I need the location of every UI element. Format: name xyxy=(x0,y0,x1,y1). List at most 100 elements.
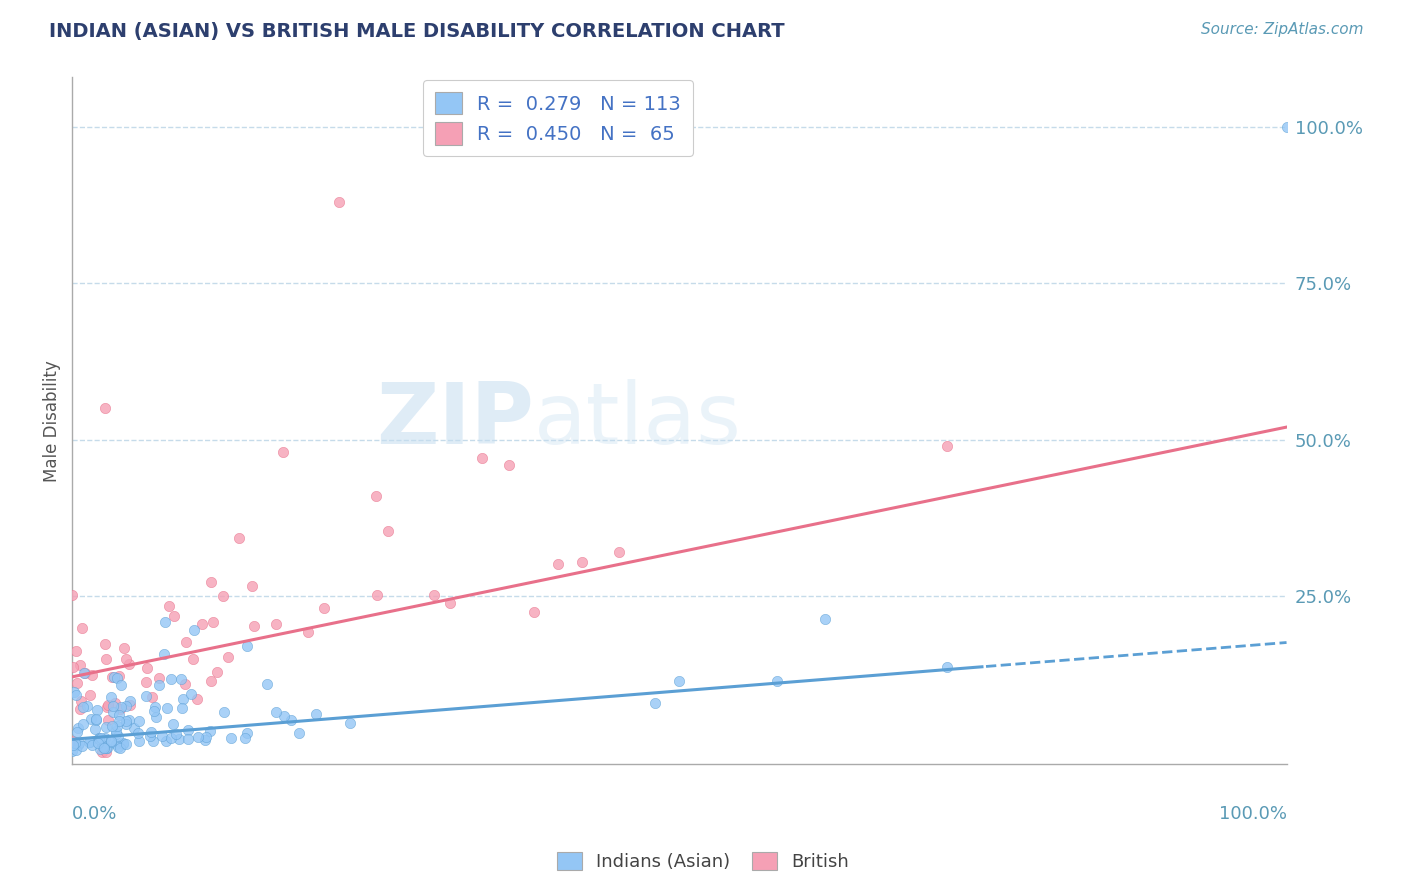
Point xyxy=(935,439,957,453)
Point xyxy=(115,699,138,714)
Point xyxy=(80,712,103,726)
Point xyxy=(142,734,165,748)
Point xyxy=(186,691,208,706)
Point xyxy=(84,713,107,727)
Point xyxy=(157,599,180,613)
Point xyxy=(115,717,138,731)
Point xyxy=(135,661,157,675)
Point xyxy=(668,673,690,688)
Text: 100.0%: 100.0% xyxy=(1219,805,1286,823)
Point xyxy=(108,669,131,683)
Point xyxy=(280,713,302,727)
Point xyxy=(73,666,96,681)
Point xyxy=(69,702,91,716)
Point xyxy=(86,703,108,717)
Point xyxy=(94,731,117,745)
Point xyxy=(100,670,122,684)
Point xyxy=(200,674,222,689)
Point xyxy=(94,637,117,651)
Point xyxy=(65,676,87,690)
Point xyxy=(145,710,167,724)
Point xyxy=(115,652,138,666)
Point xyxy=(101,705,124,719)
Point xyxy=(65,643,87,657)
Point xyxy=(139,724,162,739)
Point xyxy=(72,716,94,731)
Point xyxy=(115,737,138,751)
Point xyxy=(191,617,214,632)
Point xyxy=(96,741,118,756)
Point xyxy=(219,731,242,745)
Point xyxy=(62,660,84,674)
Point xyxy=(264,706,287,720)
Point xyxy=(101,719,124,733)
Point xyxy=(84,712,107,726)
Point xyxy=(79,688,101,702)
Point xyxy=(97,714,120,728)
Point xyxy=(139,729,162,743)
Point xyxy=(814,612,837,626)
Point xyxy=(242,619,264,633)
Point xyxy=(108,740,131,755)
Point xyxy=(339,716,361,731)
Point xyxy=(91,745,114,759)
Point xyxy=(122,721,145,735)
Point xyxy=(236,726,259,740)
Point xyxy=(108,702,131,716)
Point xyxy=(62,733,84,747)
Point xyxy=(148,677,170,691)
Point xyxy=(217,650,239,665)
Point xyxy=(100,733,122,747)
Text: ZIP: ZIP xyxy=(375,379,534,462)
Point xyxy=(141,690,163,704)
Point xyxy=(112,640,135,655)
Point xyxy=(79,735,101,749)
Point xyxy=(105,737,128,751)
Point xyxy=(256,677,278,691)
Point xyxy=(170,672,193,686)
Point xyxy=(228,531,250,545)
Point xyxy=(104,723,127,738)
Point xyxy=(312,601,335,615)
Y-axis label: Male Disability: Male Disability xyxy=(44,360,60,482)
Point xyxy=(80,738,103,752)
Point xyxy=(73,666,96,681)
Point xyxy=(65,688,87,702)
Point xyxy=(65,736,87,750)
Text: INDIAN (ASIAN) VS BRITISH MALE DISABILITY CORRELATION CHART: INDIAN (ASIAN) VS BRITISH MALE DISABILIT… xyxy=(49,22,785,41)
Point xyxy=(120,698,142,713)
Text: atlas: atlas xyxy=(534,379,742,462)
Point xyxy=(167,732,190,747)
Point xyxy=(135,674,157,689)
Point xyxy=(93,741,115,756)
Point xyxy=(183,624,205,638)
Point xyxy=(174,635,197,649)
Point xyxy=(105,727,128,741)
Point xyxy=(110,678,132,692)
Point xyxy=(90,731,112,745)
Point xyxy=(96,652,118,666)
Point xyxy=(66,725,89,739)
Point xyxy=(72,700,94,714)
Point xyxy=(765,673,787,688)
Point xyxy=(60,588,83,602)
Point xyxy=(240,578,263,592)
Point xyxy=(173,677,195,691)
Point xyxy=(471,451,494,466)
Point xyxy=(97,698,120,713)
Point xyxy=(143,704,166,718)
Point xyxy=(111,736,134,750)
Point xyxy=(297,625,319,640)
Point xyxy=(423,588,446,602)
Point xyxy=(111,737,134,751)
Point xyxy=(82,668,104,682)
Point xyxy=(117,714,139,728)
Point xyxy=(67,736,90,750)
Point xyxy=(498,458,520,472)
Point xyxy=(89,742,111,756)
Point xyxy=(607,544,630,558)
Point xyxy=(305,706,328,721)
Point xyxy=(200,575,222,590)
Point xyxy=(105,718,128,732)
Point xyxy=(233,731,256,745)
